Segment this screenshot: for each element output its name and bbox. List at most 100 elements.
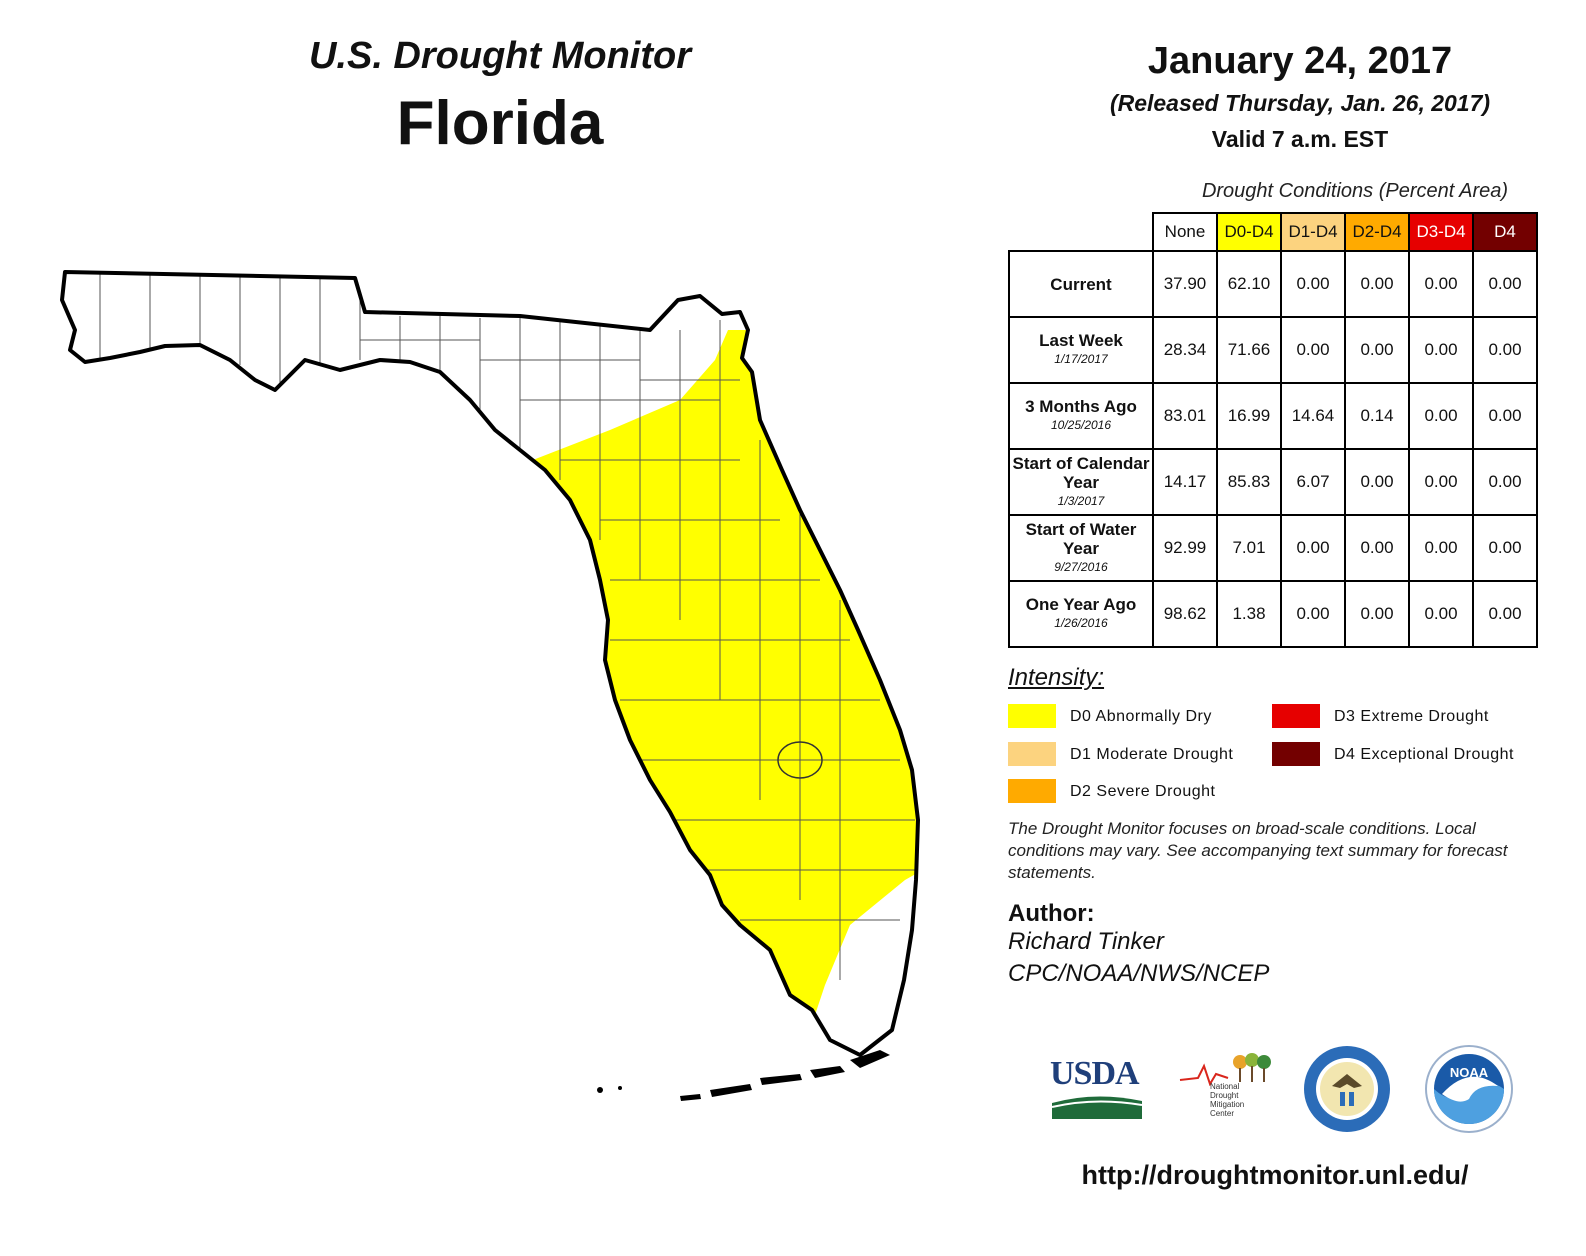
noaa-logo-text: NOAA bbox=[1450, 1065, 1489, 1080]
ndmc-logo-graphic bbox=[1179, 1053, 1271, 1087]
legend-label-d4: D4 Exceptional Drought bbox=[1334, 746, 1514, 763]
ndmc-text-4: Center bbox=[1210, 1109, 1235, 1118]
table-cell: 14.17 bbox=[1152, 448, 1218, 516]
row-label-date: 1/17/2017 bbox=[1054, 352, 1108, 366]
legend-swatch-d1 bbox=[1008, 742, 1056, 766]
table-row: Current 37.90 62.10 0.00 0.00 0.00 0.00 bbox=[1008, 250, 1538, 318]
drought-conditions-table: None D0-D4 D1-D4 D2-D4 D3-D4 D4 Current 3… bbox=[1008, 212, 1538, 648]
table-cell: 6.07 bbox=[1280, 448, 1346, 516]
county-lines bbox=[99, 272, 915, 980]
table-cell: 37.90 bbox=[1152, 250, 1218, 318]
ndmc-text-3: Mitigation bbox=[1210, 1100, 1245, 1109]
table-cell: 0.00 bbox=[1472, 250, 1538, 318]
table-row: One Year Ago 1/26/2016 98.62 1.38 0.00 0.00 0.… bbox=[1008, 580, 1538, 648]
table-corner bbox=[1009, 213, 1154, 252]
ndmc-text-1: National bbox=[1210, 1082, 1240, 1091]
row-label-text: Start of Calendar Year bbox=[1012, 453, 1150, 492]
table-cell: 0.00 bbox=[1472, 514, 1538, 582]
table-cell: 98.62 bbox=[1152, 580, 1218, 648]
table-cell: 0.00 bbox=[1472, 580, 1538, 648]
row-label: Last Week 1/17/2017 bbox=[1008, 316, 1154, 384]
table-cell: 0.00 bbox=[1280, 514, 1346, 582]
florida-drought-map bbox=[60, 270, 920, 1101]
table-cell: 0.00 bbox=[1472, 382, 1538, 450]
noaa-logo: NOAA bbox=[1425, 1045, 1513, 1133]
row-label-text: Last Week bbox=[1039, 331, 1123, 350]
col-d1-d4: D1-D4 bbox=[1280, 212, 1346, 252]
table-cell: 0.00 bbox=[1344, 448, 1410, 516]
table-cell: 71.66 bbox=[1216, 316, 1282, 384]
valid-date: January 24, 2017 bbox=[1147, 40, 1453, 82]
website-url[interactable]: http://droughtmonitor.unl.edu/ bbox=[1081, 1160, 1469, 1190]
row-label-text: Start of Water Year bbox=[1025, 519, 1137, 558]
table-cell: 0.00 bbox=[1408, 250, 1474, 318]
table-cell: 92.99 bbox=[1152, 514, 1218, 582]
table-row: 3 Months Ago 10/25/2016 83.01 16.99 14.64 0.1… bbox=[1008, 382, 1538, 450]
table-cell: 0.00 bbox=[1408, 580, 1474, 648]
legend-label-d3: D3 Extreme Drought bbox=[1334, 708, 1489, 725]
legend-label-d1: D1 Moderate Drought bbox=[1070, 746, 1234, 763]
author-organization: CPC/NOAA/NWS/NCEP bbox=[1008, 960, 1270, 987]
table-row: Start of Calendar Year 1/3/2017 14.17 85.83… bbox=[1008, 448, 1538, 516]
table-row: Start of Water Year 9/27/2016 92.99 7.01 0.0… bbox=[1008, 514, 1538, 582]
state-title: Florida bbox=[396, 89, 604, 158]
row-label-date: 9/27/2016 bbox=[1054, 559, 1108, 574]
table-cell: 0.00 bbox=[1344, 250, 1410, 318]
author-heading: Author: bbox=[1008, 900, 1095, 927]
legend-swatch-d2 bbox=[1008, 779, 1056, 803]
table-cell: 85.83 bbox=[1216, 448, 1282, 516]
row-label-date: 1/26/2016 bbox=[1054, 616, 1108, 630]
usda-logo: USDA bbox=[1050, 1055, 1145, 1120]
row-label-text: Current bbox=[1050, 274, 1112, 294]
legend-label-d0: D0 Abnormally Dry bbox=[1070, 708, 1212, 725]
table-cell: 14.64 bbox=[1280, 382, 1346, 450]
table-cell: 0.00 bbox=[1280, 580, 1346, 648]
table-cell: 0.00 bbox=[1472, 448, 1538, 516]
table-cell: 0.00 bbox=[1280, 316, 1346, 384]
row-label: Current bbox=[1008, 250, 1154, 318]
table-cell: 0.00 bbox=[1344, 316, 1410, 384]
col-d4: D4 bbox=[1472, 212, 1538, 252]
row-label-date: 10/25/2016 bbox=[1050, 418, 1112, 432]
table-cell: 0.00 bbox=[1472, 316, 1538, 384]
row-label: One Year Ago 1/26/2016 bbox=[1008, 580, 1154, 648]
usda-logo-text: USDA bbox=[1050, 1055, 1140, 1092]
col-d3-d4: D3-D4 bbox=[1408, 212, 1474, 252]
legend-swatch-d4 bbox=[1272, 742, 1320, 766]
table-cell: 0.00 bbox=[1344, 580, 1410, 648]
row-label-text: 3 Months Ago bbox=[1025, 397, 1137, 416]
table-cell: 83.01 bbox=[1152, 382, 1218, 450]
state-outline bbox=[60, 270, 920, 1057]
row-label: Start of Water Year 9/27/2016 bbox=[1008, 514, 1154, 582]
legend-title: Intensity: bbox=[1008, 664, 1105, 691]
legend-swatch-d0 bbox=[1008, 704, 1056, 728]
col-none: None bbox=[1152, 212, 1218, 252]
author-name: Richard Tinker bbox=[1008, 928, 1164, 955]
row-label: 3 Months Ago 10/25/2016 bbox=[1008, 382, 1154, 450]
legend-swatch-d3 bbox=[1272, 704, 1320, 728]
table-cell: 16.99 bbox=[1216, 382, 1282, 450]
table-header-row: None D0-D4 D1-D4 D2-D4 D3-D4 D4 bbox=[1009, 212, 1538, 252]
table-cell: 1.38 bbox=[1216, 580, 1282, 648]
lake-okeechobee bbox=[777, 741, 823, 779]
legend-label-d2: D2 Severe Drought bbox=[1070, 783, 1216, 800]
ndmc-logo: National Drought Mitigation Center bbox=[1178, 1050, 1278, 1130]
table-row: Last Week 1/17/2017 28.34 71.66 0.00 0.00 0.00… bbox=[1008, 316, 1538, 384]
row-label-date: 1/3/2017 bbox=[1057, 493, 1105, 508]
florida-keys bbox=[597, 1050, 890, 1101]
valid-time: Valid 7 a.m. EST bbox=[1211, 126, 1389, 152]
monitor-title: U.S. Drought Monitor bbox=[308, 35, 692, 77]
col-d2-d4: D2-D4 bbox=[1344, 212, 1410, 252]
disclaimer-note: The Drought Monitor focuses on broad-sca… bbox=[1008, 819, 1508, 882]
table-caption: Drought Conditions (Percent Area) bbox=[1201, 180, 1509, 202]
usda-logo-swoosh bbox=[1051, 1096, 1143, 1119]
table-cell: 28.34 bbox=[1152, 316, 1218, 384]
table-cell: 62.10 bbox=[1216, 250, 1282, 318]
table-cell: 0.00 bbox=[1344, 514, 1410, 582]
row-label-text: One Year Ago bbox=[1025, 595, 1137, 614]
table-cell: 0.00 bbox=[1408, 448, 1474, 516]
table-cell: 0.00 bbox=[1408, 316, 1474, 384]
ndmc-text-2: Drought bbox=[1210, 1091, 1239, 1100]
table-cell: 0.14 bbox=[1344, 382, 1410, 450]
table-cell: 0.00 bbox=[1408, 514, 1474, 582]
